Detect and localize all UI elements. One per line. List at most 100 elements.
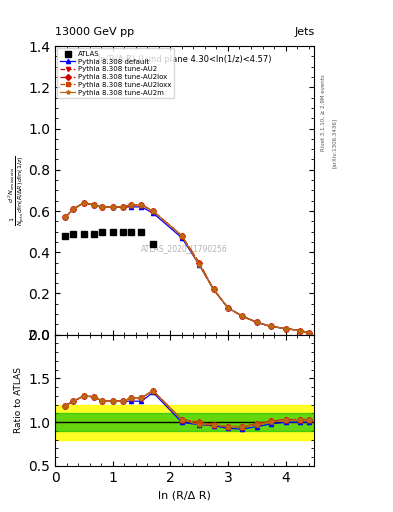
ATLAS bbox=[110, 228, 115, 234]
Pythia 8.308 tune-AU2 bbox=[254, 319, 259, 326]
Pythia 8.308 tune-AU2m bbox=[71, 206, 76, 212]
Pythia 8.308 tune-AU2lox bbox=[283, 326, 288, 332]
Line: Pythia 8.308 tune-AU2loxx: Pythia 8.308 tune-AU2loxx bbox=[63, 201, 311, 335]
Pythia 8.308 tune-AU2loxx bbox=[63, 214, 68, 220]
Pythia 8.308 tune-AU2m bbox=[197, 262, 202, 268]
Pythia 8.308 tune-AU2 bbox=[298, 328, 302, 334]
Pythia 8.308 tune-AU2 bbox=[63, 214, 68, 220]
Pythia 8.308 tune-AU2 bbox=[151, 208, 155, 214]
Pythia 8.308 tune-AU2 bbox=[269, 324, 274, 330]
Line: ATLAS: ATLAS bbox=[62, 229, 156, 247]
Pythia 8.308 tune-AU2lox bbox=[211, 286, 216, 292]
Text: ATLAS_2020_I1790256: ATLAS_2020_I1790256 bbox=[141, 244, 228, 252]
Pythia 8.308 default bbox=[92, 202, 97, 208]
Pythia 8.308 tune-AU2 bbox=[100, 204, 105, 210]
Legend: ATLAS, Pythia 8.308 default, Pythia 8.308 tune-AU2, Pythia 8.308 tune-AU2lox, Py: ATLAS, Pythia 8.308 default, Pythia 8.30… bbox=[57, 48, 174, 98]
Pythia 8.308 tune-AU2m bbox=[254, 319, 259, 326]
Pythia 8.308 tune-AU2loxx bbox=[81, 200, 86, 206]
ATLAS bbox=[129, 228, 134, 234]
Pythia 8.308 tune-AU2m bbox=[151, 208, 155, 214]
Pythia 8.308 default bbox=[226, 305, 230, 311]
Pythia 8.308 tune-AU2m bbox=[298, 328, 302, 334]
Pythia 8.308 tune-AU2lox bbox=[298, 328, 302, 334]
Pythia 8.308 tune-AU2 bbox=[92, 202, 97, 208]
ATLAS bbox=[63, 232, 68, 239]
Line: Pythia 8.308 tune-AU2lox: Pythia 8.308 tune-AU2lox bbox=[63, 201, 311, 335]
Line: Pythia 8.308 tune-AU2m: Pythia 8.308 tune-AU2m bbox=[63, 201, 311, 335]
Pythia 8.308 default bbox=[100, 204, 105, 210]
Pythia 8.308 tune-AU2 bbox=[121, 204, 125, 210]
Pythia 8.308 tune-AU2 bbox=[211, 286, 216, 292]
Pythia 8.308 tune-AU2m bbox=[269, 324, 274, 330]
Pythia 8.308 tune-AU2loxx bbox=[254, 319, 259, 326]
ATLAS bbox=[71, 230, 76, 237]
Pythia 8.308 default bbox=[71, 206, 76, 212]
Pythia 8.308 default bbox=[269, 324, 274, 330]
Pythia 8.308 tune-AU2loxx bbox=[129, 202, 134, 208]
Pythia 8.308 tune-AU2lox bbox=[121, 204, 125, 210]
Pythia 8.308 tune-AU2loxx bbox=[92, 202, 97, 208]
Pythia 8.308 tune-AU2lox bbox=[110, 204, 115, 210]
Pythia 8.308 tune-AU2loxx bbox=[121, 204, 125, 210]
Text: [arXiv:1306.3436]: [arXiv:1306.3436] bbox=[332, 118, 337, 168]
Pythia 8.308 tune-AU2lox bbox=[92, 202, 97, 208]
Pythia 8.308 tune-AU2lox bbox=[197, 260, 202, 266]
Pythia 8.308 tune-AU2lox bbox=[151, 208, 155, 214]
Pythia 8.308 tune-AU2lox bbox=[240, 313, 245, 319]
Pythia 8.308 tune-AU2m bbox=[139, 202, 144, 208]
Pythia 8.308 tune-AU2loxx bbox=[283, 326, 288, 332]
Pythia 8.308 tune-AU2lox bbox=[100, 204, 105, 210]
Pythia 8.308 tune-AU2loxx bbox=[211, 286, 216, 292]
Pythia 8.308 tune-AU2 bbox=[197, 262, 202, 268]
Pythia 8.308 tune-AU2lox bbox=[139, 202, 144, 208]
Pythia 8.308 tune-AU2m bbox=[180, 232, 184, 239]
Pythia 8.308 tune-AU2 bbox=[240, 313, 245, 319]
Pythia 8.308 tune-AU2loxx bbox=[269, 324, 274, 330]
Pythia 8.308 default bbox=[139, 204, 144, 210]
Pythia 8.308 default bbox=[151, 210, 155, 216]
Pythia 8.308 tune-AU2m bbox=[240, 313, 245, 319]
Pythia 8.308 tune-AU2m bbox=[110, 204, 115, 210]
Pythia 8.308 tune-AU2lox bbox=[71, 206, 76, 212]
Text: ln(R/Δ R) (Lund plane 4.30<ln(1/z)<4.57): ln(R/Δ R) (Lund plane 4.30<ln(1/z)<4.57) bbox=[98, 55, 272, 63]
Pythia 8.308 tune-AU2m bbox=[226, 305, 230, 311]
Pythia 8.308 tune-AU2 bbox=[81, 200, 86, 206]
Pythia 8.308 tune-AU2m bbox=[283, 326, 288, 332]
Pythia 8.308 tune-AU2lox bbox=[81, 200, 86, 206]
Pythia 8.308 tune-AU2lox bbox=[63, 214, 68, 220]
Pythia 8.308 default bbox=[298, 328, 302, 334]
Pythia 8.308 tune-AU2loxx bbox=[151, 208, 155, 214]
Text: Rivet 3.1.10, ≥ 2.9M events: Rivet 3.1.10, ≥ 2.9M events bbox=[320, 74, 325, 151]
Pythia 8.308 tune-AU2 bbox=[139, 202, 144, 208]
Y-axis label: $\frac{1}{N_\mathrm{jets}}\frac{d^2 N_\mathrm{emissions}}{d\ln(R/\Delta R)\,d\ln: $\frac{1}{N_\mathrm{jets}}\frac{d^2 N_\m… bbox=[6, 155, 27, 226]
Text: 13000 GeV pp: 13000 GeV pp bbox=[55, 28, 134, 37]
Pythia 8.308 tune-AU2lox bbox=[306, 330, 311, 336]
Pythia 8.308 tune-AU2lox bbox=[129, 202, 134, 208]
Pythia 8.308 tune-AU2 bbox=[226, 305, 230, 311]
Pythia 8.308 tune-AU2lox bbox=[254, 319, 259, 326]
Pythia 8.308 default bbox=[121, 204, 125, 210]
Pythia 8.308 default bbox=[110, 204, 115, 210]
Pythia 8.308 tune-AU2loxx bbox=[180, 232, 184, 239]
Pythia 8.308 default bbox=[63, 214, 68, 220]
Pythia 8.308 default bbox=[129, 204, 134, 210]
Pythia 8.308 default bbox=[240, 313, 245, 319]
ATLAS bbox=[92, 230, 97, 237]
Pythia 8.308 tune-AU2m bbox=[92, 202, 97, 208]
Pythia 8.308 tune-AU2 bbox=[283, 326, 288, 332]
Line: Pythia 8.308 tune-AU2: Pythia 8.308 tune-AU2 bbox=[63, 201, 311, 335]
Pythia 8.308 tune-AU2m bbox=[211, 286, 216, 292]
Pythia 8.308 default bbox=[254, 319, 259, 326]
Pythia 8.308 tune-AU2lox bbox=[180, 232, 184, 239]
Pythia 8.308 default bbox=[211, 286, 216, 292]
Pythia 8.308 tune-AU2m bbox=[100, 204, 105, 210]
Pythia 8.308 default bbox=[197, 262, 202, 268]
Pythia 8.308 tune-AU2loxx bbox=[197, 260, 202, 266]
Pythia 8.308 tune-AU2m bbox=[63, 214, 68, 220]
Pythia 8.308 tune-AU2m bbox=[306, 330, 311, 336]
Pythia 8.308 tune-AU2m bbox=[129, 202, 134, 208]
Pythia 8.308 default bbox=[81, 200, 86, 206]
Pythia 8.308 tune-AU2 bbox=[110, 204, 115, 210]
Pythia 8.308 tune-AU2loxx bbox=[240, 313, 245, 319]
Line: Pythia 8.308 default: Pythia 8.308 default bbox=[63, 201, 311, 335]
